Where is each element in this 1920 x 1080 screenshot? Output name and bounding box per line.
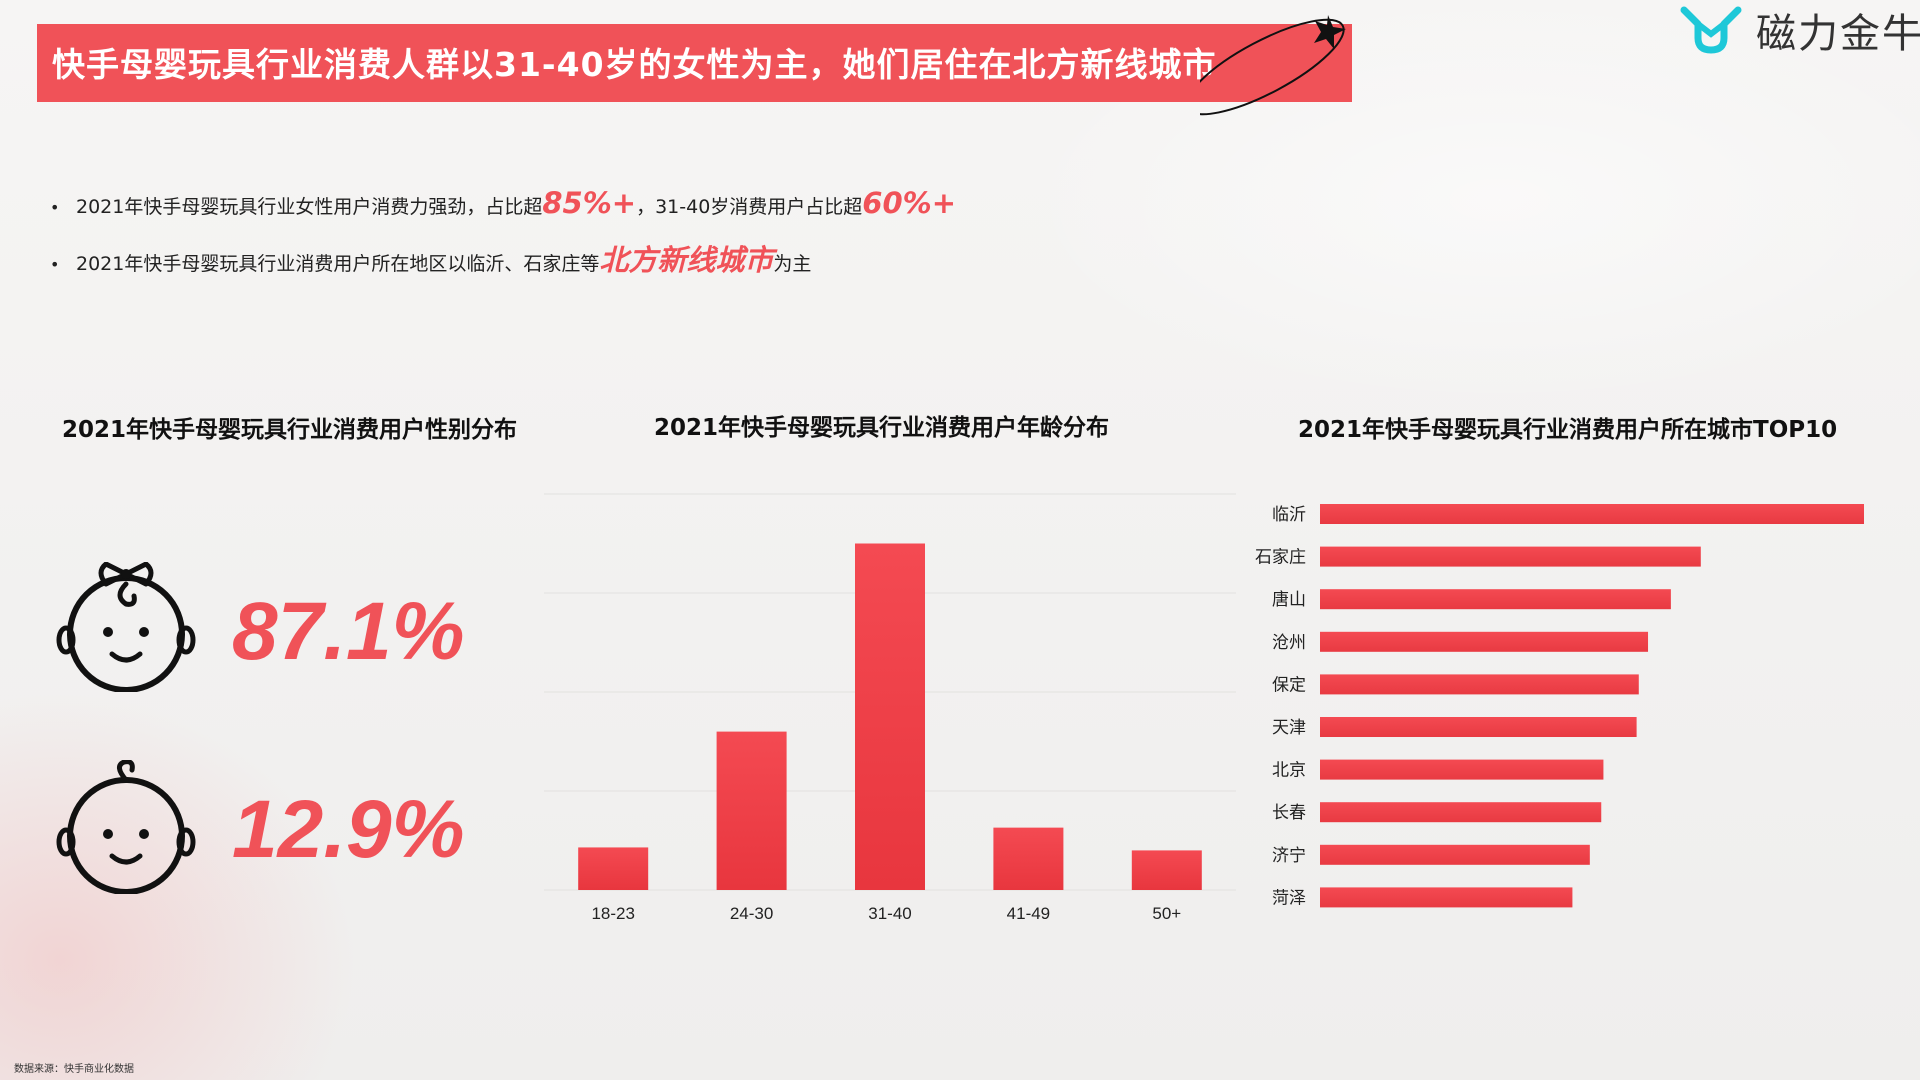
city-label: 唐山 [1272,589,1306,610]
city-bar-长春 [1320,802,1602,823]
bullet-dot: • [50,255,60,274]
city-label: 济宁 [1272,846,1306,866]
city-bar-天津 [1320,717,1637,737]
city-label: 长春 [1272,803,1306,823]
highlight-female-share: 85%+ [542,186,637,220]
city-bar-保定 [1320,674,1639,695]
highlight-region: 北方新线城市 [599,243,774,277]
age-bar-24-30 [716,731,787,890]
city-bar-沧州 [1320,631,1649,652]
city-label: 石家庄 [1255,548,1306,568]
age-bar-50+ [1131,850,1202,890]
orbit-decoration-icon [1200,15,1346,116]
city-bar-菏泽 [1320,887,1573,908]
male-percentage: 12.9% [232,784,465,875]
age-tick-label: 18-23 [591,904,634,923]
brand-name: 磁力金牛 [1756,11,1920,57]
data-source-note: 数据来源：快手商业化数据 [14,1064,134,1075]
baby-boy-icon [56,760,196,894]
baby-girl-icon [56,562,196,692]
female-percentage: 87.1% [232,586,465,677]
city-bar-济宁 [1320,844,1590,865]
magnet-logo-icon [1680,6,1742,54]
bullet-dot: • [50,198,60,217]
bullet-text: 为主 [773,253,812,275]
page-title: 快手母婴玩具行业消费人群以31-40岁的女性为主，她们居住在北方新线城市 [52,45,1217,84]
city-label: 北京 [1272,761,1306,781]
city-bar-唐山 [1320,589,1671,610]
city-section-title: 2021年快手母婴玩具行业消费用户所在城市TOP10 [1298,417,1838,443]
age-section-title: 2021年快手母婴玩具行业消费用户年龄分布 [654,415,1110,441]
age-distribution-chart: 18-23 24-30 31-40 41-49 50+ [544,493,1236,923]
highlight-age-share: 60%+ [862,186,957,220]
bullet-text: ，31-40岁消费用户占比超 [636,196,863,218]
brand-logo: 磁力金牛 [1678,4,1920,57]
city-bar-北京 [1320,759,1604,780]
city-label: 沧州 [1272,633,1306,653]
age-bar-41-49 [993,827,1064,890]
age-tick-label: 41-49 [1007,904,1050,923]
age-bar-18-23 [578,847,649,890]
city-label: 临沂 [1272,505,1306,525]
bullet-female-share: • 2021年快手母婴玩具行业女性用户消费力强劲，占比超 85%+ ，31-40… [50,186,956,220]
bullet-text: 2021年快手母婴玩具行业女性用户消费力强劲，占比超 [76,196,543,218]
bullet-region: • 2021年快手母婴玩具行业消费用户所在地区以临沂、石家庄等 北方新线城市 为… [50,237,811,279]
title-banner [37,24,1352,102]
city-label: 天津 [1272,718,1306,738]
age-tick-label: 31-40 [868,904,911,923]
age-tick-label: 50+ [1152,904,1181,923]
gender-section-title: 2021年快手母婴玩具行业消费用户性别分布 [62,417,518,443]
bullet-text: 2021年快手母婴玩具行业消费用户所在地区以临沂、石家庄等 [76,253,600,275]
age-tick-label: 24-30 [730,904,773,923]
city-bar-临沂 [1320,504,1864,524]
age-bar-31-40 [855,543,925,890]
city-label: 菏泽 [1272,888,1306,908]
city-bar-石家庄 [1320,546,1701,567]
city-label: 保定 [1272,675,1306,695]
